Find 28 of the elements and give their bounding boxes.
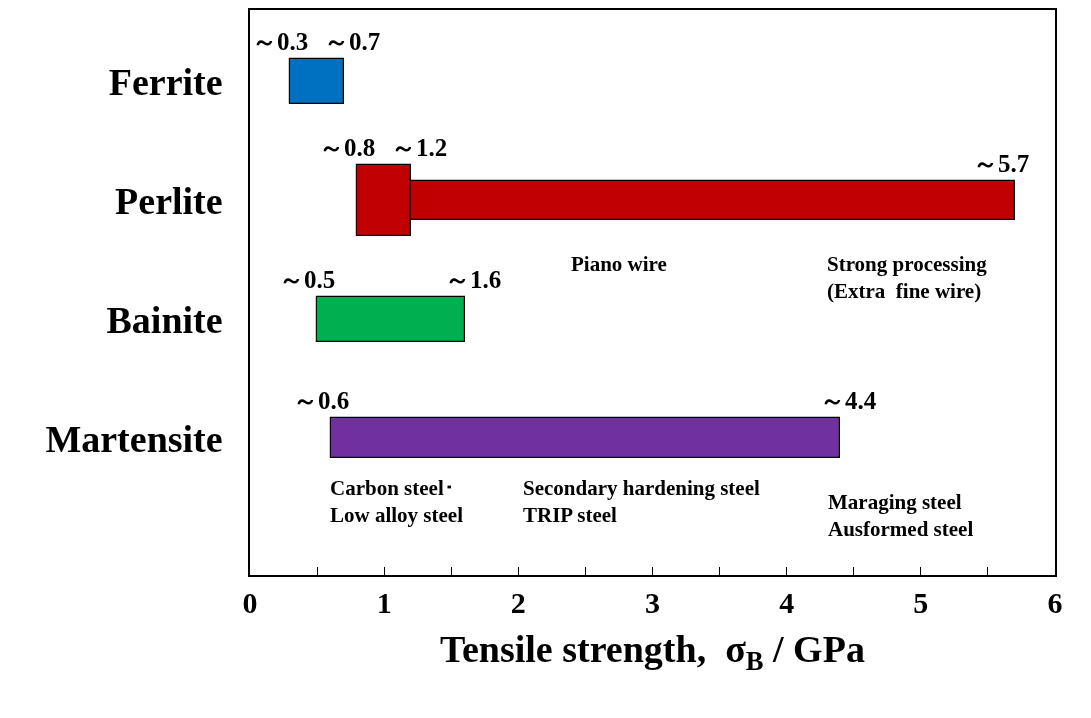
annotation: Piano wire — [571, 252, 667, 276]
annotation: ～0.8 — [319, 134, 376, 161]
annotation: Carbon steel･ Low alloy steel — [330, 476, 464, 528]
x-tick-label: 6 — [1047, 585, 1063, 619]
annotation: Secondary hardening steel TRIP steel — [523, 476, 760, 528]
y-tick-label: Martensite — [45, 417, 223, 460]
x-axis-title: Tensile strength, σ$_{B}$ / GPa — [440, 628, 865, 677]
x-tick-label: 1 — [376, 585, 392, 619]
annotation: ～0.3 — [252, 28, 309, 55]
annotation: ～0.7 — [324, 28, 381, 55]
annotation: ～1.6 — [445, 266, 502, 293]
annotation: Maraging steel Ausformed steel — [828, 490, 974, 542]
x-tick-label: 0 — [242, 585, 258, 619]
x-tick-label: 5 — [913, 585, 929, 619]
annotation: Strong processing (Extra fine wire) — [827, 252, 988, 304]
bar — [288, 57, 344, 104]
y-tick-label: Bainite — [106, 298, 223, 341]
y-tick-label: Ferrite — [108, 60, 223, 103]
annotation: ～0.5 — [279, 266, 336, 293]
annotation: ～5.7 — [973, 150, 1030, 177]
annotation: ～0.6 — [293, 387, 350, 414]
y-tick-label: Perlite — [115, 179, 223, 222]
x-tick-label: 2 — [510, 585, 526, 619]
x-tick-label: 4 — [779, 585, 795, 619]
annotation: ～4.4 — [820, 387, 877, 414]
annotation: ～1.2 — [391, 134, 448, 161]
x-tick-label: 3 — [645, 585, 660, 619]
bar — [315, 295, 465, 342]
